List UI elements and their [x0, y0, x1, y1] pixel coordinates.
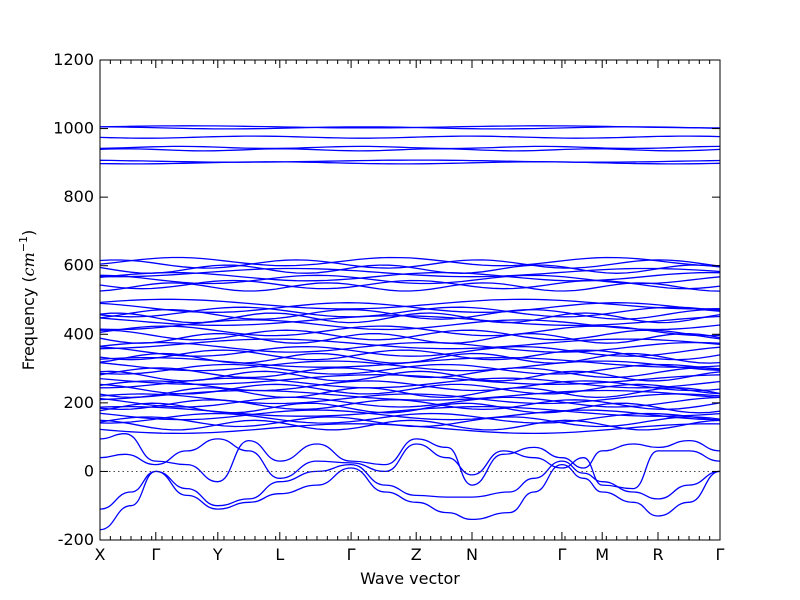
- y-tick-label: 800: [63, 187, 94, 206]
- y-axis-ticks: -200 0 200 400 600 800 1000 1200: [53, 50, 720, 549]
- y-tick-label: 1000: [53, 119, 94, 138]
- x-tick-label: L: [275, 545, 284, 564]
- band-line: [99, 315, 721, 327]
- x-axis-label: Wave vector: [360, 569, 460, 588]
- y-axis-label-unit: cm: [19, 252, 38, 276]
- band-line: [99, 356, 721, 368]
- band-line: [99, 380, 721, 392]
- band-line: [99, 264, 721, 274]
- band-line: [99, 349, 721, 361]
- band-line: [99, 463, 721, 531]
- band-line: [99, 135, 721, 139]
- x-tick-label: X: [95, 545, 106, 564]
- band-line: [99, 396, 721, 408]
- band-line: [99, 274, 721, 285]
- band-line: [100, 126, 721, 130]
- x-tick-label: R: [652, 545, 663, 564]
- x-tick-label: Γ: [151, 545, 160, 564]
- y-tick-label: 400: [63, 324, 94, 343]
- band-line: [99, 282, 721, 292]
- band-line: [99, 423, 721, 435]
- x-tick-label: Γ: [716, 545, 725, 564]
- band-line: [99, 148, 721, 152]
- y-tick-label: 1200: [53, 50, 94, 69]
- y-tick-label: -200: [58, 530, 94, 549]
- band-line: [99, 267, 721, 278]
- band-line: [99, 419, 721, 431]
- band-line: [99, 367, 721, 379]
- band-line: [99, 279, 721, 290]
- band-line: [99, 306, 721, 318]
- band-line: [99, 341, 721, 353]
- band-line: [99, 402, 721, 414]
- band-line: [99, 399, 721, 411]
- x-tick-label: M: [595, 545, 609, 564]
- band-line: [99, 338, 721, 350]
- band-line: [99, 271, 721, 282]
- band-line: [99, 325, 721, 337]
- band-line: [99, 412, 721, 424]
- band-line: [99, 363, 721, 375]
- band-line: [99, 383, 721, 395]
- band-line: [99, 256, 721, 267]
- y-tick-label: 0: [84, 461, 94, 480]
- band-line: [99, 329, 721, 341]
- x-tick-label: Y: [212, 545, 223, 564]
- band-lines: [99, 125, 721, 531]
- band-line: [99, 145, 721, 150]
- y-tick-label: 600: [63, 256, 94, 275]
- y-tick-label: 200: [63, 393, 94, 412]
- y-axis-label-main: Frequency (: [19, 276, 38, 370]
- x-tick-label: Z: [411, 545, 422, 564]
- band-line: [99, 312, 721, 324]
- band-line: [99, 377, 721, 389]
- band-line: [99, 159, 721, 163]
- band-line: [99, 333, 721, 344]
- band-line: [99, 374, 721, 385]
- band-line: [99, 298, 721, 310]
- x-tick-label: N: [466, 545, 478, 564]
- band-line: [99, 438, 721, 490]
- band-line: [99, 433, 721, 486]
- y-axis-label-exponent: −1: [17, 236, 30, 252]
- band-line: [99, 161, 721, 165]
- band-line: [99, 319, 721, 331]
- band-line: [99, 409, 721, 421]
- x-tick-label: Γ: [557, 545, 566, 564]
- band-line: [99, 393, 721, 405]
- y-axis-label: Frequency (cm−1): [17, 230, 38, 371]
- band-line: [99, 345, 721, 357]
- band-line: [99, 389, 721, 401]
- band-line: [99, 308, 721, 320]
- y-axis-label-close: ): [19, 230, 38, 236]
- x-tick-label: Γ: [347, 545, 356, 564]
